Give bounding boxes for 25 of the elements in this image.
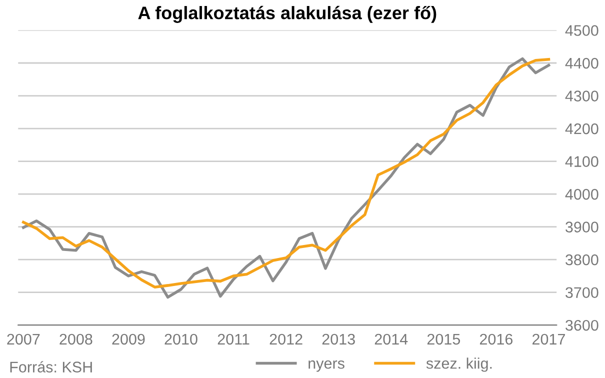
y-tick-label: 3800	[566, 254, 598, 266]
legend-label: szez. kiig.	[426, 358, 492, 372]
x-tick-label: 2017	[532, 334, 565, 345]
x-tick-label: 2011	[218, 334, 250, 345]
x-tick-label: 2013	[322, 334, 355, 345]
x-tick-label: 2010	[164, 334, 198, 345]
y-tick-label: 4300	[565, 90, 598, 102]
x-tick-label: 2008	[60, 334, 92, 345]
text: Forrás: KSH	[10, 361, 92, 372]
y-tick-label: 4100	[565, 156, 598, 167]
chart-title: A foglalkoztatás alakulása (ezer fő)	[138, 6, 436, 23]
y-tick-label: 4500	[565, 25, 598, 36]
y-tick-label: 4200	[565, 123, 598, 134]
x-tick-label: 2009	[112, 334, 145, 345]
y-tick-label: 3600	[566, 320, 598, 331]
y-tick-label: 3900	[566, 222, 598, 232]
x-tick-label: 2016	[480, 334, 513, 345]
y-tick-label: 4400	[565, 58, 598, 69]
x-tick-label: 2012	[270, 334, 302, 345]
legend-label: nyers	[308, 360, 344, 372]
y-tick-label: 3700	[566, 287, 598, 298]
x-tick-label: 2015	[427, 334, 460, 345]
x-tick-label: 2014	[374, 334, 408, 345]
x-tick-label: 2007	[7, 334, 40, 345]
y-tick-label: 4000	[565, 188, 598, 200]
